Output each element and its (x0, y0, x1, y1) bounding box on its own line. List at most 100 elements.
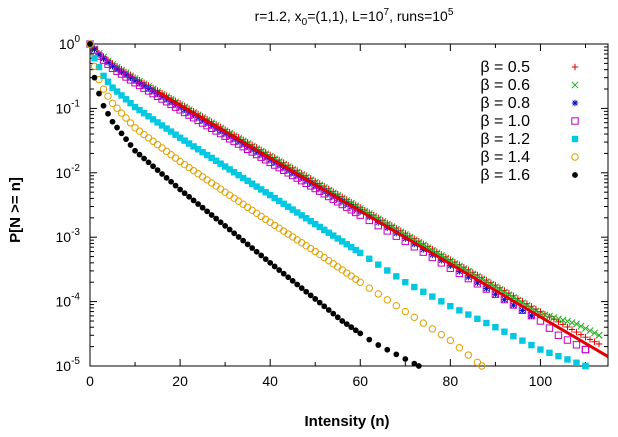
data-point (90, 46, 99, 54)
data-point (240, 237, 247, 244)
data-point (203, 151, 211, 159)
data-point (222, 222, 229, 229)
data-point (442, 253, 450, 261)
data-point (180, 160, 189, 169)
data-point (528, 341, 535, 349)
data-point (90, 62, 99, 71)
data-point (118, 130, 125, 137)
data-point (307, 292, 314, 299)
data-point (572, 320, 581, 328)
data-point (419, 319, 428, 327)
data-point (190, 197, 197, 204)
legend-label: β = 1.6 (480, 167, 530, 184)
x-axis-title: Intensity (n) (305, 413, 390, 430)
data-point (325, 257, 333, 265)
data-point (104, 60, 112, 68)
data-point (550, 313, 558, 322)
data-point (289, 206, 296, 213)
legend-marker (571, 99, 579, 107)
data-point (339, 238, 346, 245)
data-point (474, 315, 481, 322)
data-point (330, 232, 337, 239)
data-point (144, 134, 153, 142)
data-point (451, 258, 459, 266)
data-point (564, 356, 571, 363)
legend-label: β = 1.2 (480, 131, 530, 148)
data-point (568, 326, 576, 333)
data-point (420, 288, 427, 295)
data-point (334, 314, 341, 321)
data-point (226, 166, 233, 173)
data-point (393, 351, 400, 358)
data-point (320, 253, 328, 262)
data-point (108, 99, 117, 108)
data-point (465, 266, 472, 273)
data-point (275, 197, 283, 205)
data-point (428, 325, 437, 333)
data-point (456, 307, 463, 314)
data-point (402, 279, 409, 286)
data-point (316, 223, 323, 231)
data-point (573, 328, 580, 336)
data-point (307, 217, 314, 225)
data-point (257, 186, 265, 193)
data-point (366, 255, 373, 262)
x-tick-label: 40 (262, 373, 278, 389)
data-point (433, 248, 441, 255)
data-point (582, 334, 589, 341)
data-point (99, 85, 108, 93)
data-point (243, 203, 252, 211)
data-point (153, 140, 162, 149)
data-point (109, 118, 116, 125)
data-point (221, 188, 229, 196)
data-point (258, 252, 265, 259)
legend-marker (571, 117, 579, 125)
data-point (464, 351, 473, 359)
data-point (303, 288, 310, 295)
data-point (261, 215, 270, 224)
data-point (204, 208, 210, 215)
data-point (149, 116, 157, 123)
data-point (294, 209, 301, 216)
legend-label: β = 1.4 (480, 149, 530, 166)
data-point (158, 144, 166, 152)
data-point (122, 114, 130, 122)
data-point (185, 140, 193, 147)
data-point (203, 176, 211, 184)
data-point (473, 358, 482, 367)
data-point (410, 313, 419, 322)
x-tick-label: 100 (529, 373, 553, 389)
x-tick-label: 60 (352, 373, 368, 389)
data-point (271, 194, 278, 202)
data-point (483, 319, 490, 327)
data-point (429, 293, 436, 300)
data-point (230, 194, 238, 202)
data-point (217, 160, 224, 167)
data-point (194, 146, 202, 153)
data-point (231, 230, 238, 237)
data-point (163, 125, 170, 132)
data-point (208, 212, 215, 218)
data-point (280, 270, 287, 277)
data-point (298, 212, 305, 219)
data-point (122, 96, 130, 103)
data-point (199, 204, 206, 211)
data-point (109, 84, 116, 91)
data-point (96, 90, 102, 97)
data-point (104, 78, 112, 85)
data-point (285, 274, 292, 281)
data-point (154, 167, 161, 174)
data-point (392, 302, 400, 310)
data-point (424, 243, 432, 250)
data-point (348, 243, 355, 251)
data-point (510, 332, 517, 340)
data-point (581, 345, 590, 354)
data-point (239, 200, 247, 208)
data-point (501, 328, 508, 335)
data-point (207, 179, 216, 187)
data-point (338, 266, 346, 274)
data-point (244, 241, 251, 248)
data-point (248, 180, 256, 187)
data-point (586, 327, 594, 335)
data-point (244, 177, 251, 185)
